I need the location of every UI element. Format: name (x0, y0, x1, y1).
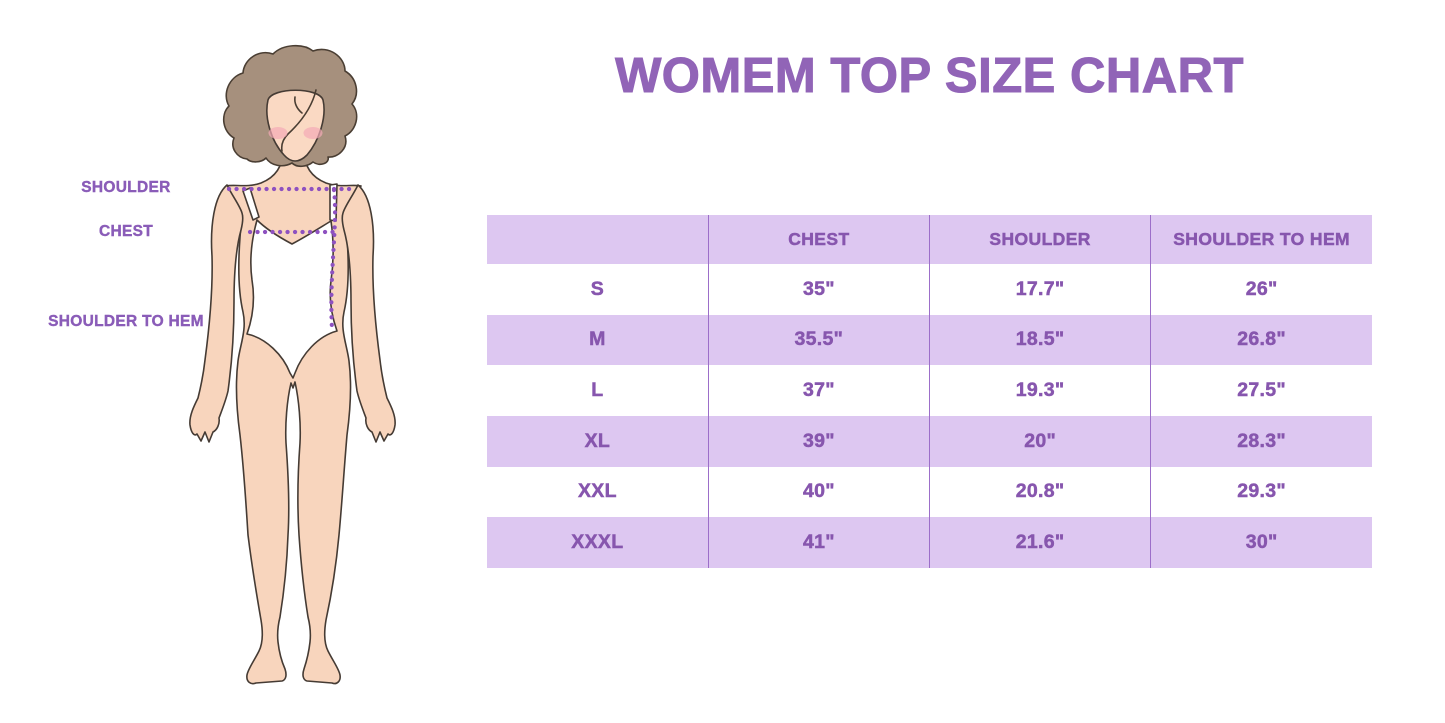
hair-fringe (280, 89, 317, 152)
chest-value-cell: 39" (707, 415, 930, 467)
table-row-l: L 37" 19.3" 27.5" (487, 365, 1372, 416)
size-cell: XL (584, 429, 611, 452)
table-row-s: S 35" 17.7" 26" (487, 264, 1372, 315)
shoulder-to-hem-measure-line (329, 187, 338, 332)
left-arm (189, 184, 244, 443)
figure-label-chest: CHEST (98, 223, 154, 240)
chest-value-cell: 35" (707, 264, 930, 315)
left-strap (242, 187, 260, 221)
table-row-xl: XL 39" 20" 28.3" (487, 415, 1372, 467)
shoulder-value-cell: 21.6" (928, 517, 1151, 568)
chest-value-cell: 35.5" (707, 314, 930, 366)
header-chest-cell: CHEST (707, 215, 930, 264)
right-blush (303, 127, 323, 139)
shoulder-value-cell: 17.7" (928, 264, 1151, 315)
figure-label-shoulder: SHOULDER (81, 179, 171, 196)
camisole-bodysuit (246, 219, 338, 379)
header-shoulder-to-hem-cell: SHOULDER TO HEM (1150, 215, 1372, 264)
shoulder-value-cell: 20.8" (928, 466, 1151, 518)
chest-value-cell: 40" (707, 466, 930, 518)
shoulder-to-hem-value-cell: 27.5" (1150, 365, 1372, 416)
figure-label-shoulder-to-hem: SHOULDER TO HEM (48, 313, 204, 330)
shoulder-to-hem-value-cell: 26" (1150, 264, 1372, 315)
size-table: CHEST SHOULDER SHOULDER TO HEM S 35" 17.… (487, 215, 1372, 568)
size-cell: L (591, 379, 604, 402)
size-table-header-row: CHEST SHOULDER SHOULDER TO HEM (487, 215, 1372, 264)
chest-value-cell: 41" (707, 517, 930, 568)
shoulder-value-cell: 20" (928, 415, 1151, 467)
shoulder-to-hem-value-cell: 29.3" (1150, 466, 1372, 518)
shoulder-value-cell: 19.3" (928, 365, 1151, 416)
left-blush (268, 127, 288, 139)
header-shoulder-cell: SHOULDER (928, 215, 1151, 264)
size-cell: XXL (577, 480, 617, 503)
shoulder-to-hem-value-cell: 26.8" (1150, 314, 1372, 366)
size-cell: XXXL (571, 531, 624, 554)
table-row-xxxl: XXXL 41" 21.6" 30" (487, 517, 1372, 568)
shoulder-value-cell: 18.5" (928, 314, 1151, 366)
size-cell: M (589, 328, 606, 351)
size-cell: S (590, 277, 605, 300)
chest-value-cell: 37" (707, 365, 930, 416)
table-row-m: M 35.5" 18.5" 26.8" (487, 314, 1372, 366)
shoulder-to-hem-value-cell: 30" (1150, 517, 1372, 568)
page-title: WOMEM TOP SIZE CHART (615, 49, 1244, 104)
table-row-xxl: XXL 40" 20.8" 29.3" (487, 466, 1372, 518)
woman-figure-illustration (189, 44, 396, 685)
shoulder-to-hem-value-cell: 28.3" (1150, 415, 1372, 467)
hair-fringe-flick (294, 96, 303, 114)
header-size-cell (487, 215, 708, 264)
right-arm (341, 184, 396, 443)
body-silhouette (225, 149, 362, 685)
